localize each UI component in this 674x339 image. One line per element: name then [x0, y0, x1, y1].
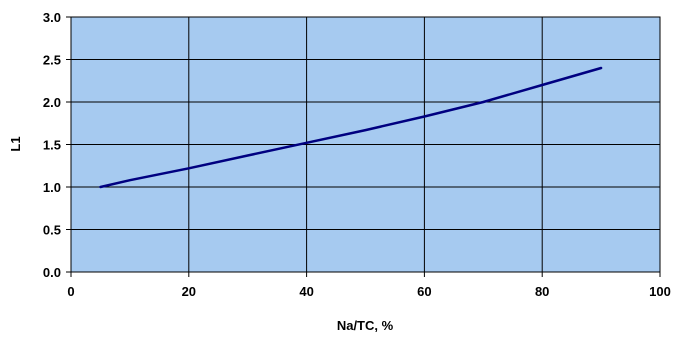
- x-tick-label: 40: [299, 284, 313, 299]
- x-tick-label: 60: [417, 284, 431, 299]
- x-axis: 0 20 40 60 80 100: [67, 272, 671, 299]
- y-axis: 0.0 0.5 1.0 1.5 2.0 2.5 3.0: [43, 10, 71, 280]
- gridlines: [71, 17, 660, 272]
- x-tick-label: 100: [649, 284, 671, 299]
- series-group: [99, 66, 603, 189]
- y-tick-label: 1.5: [43, 138, 61, 153]
- y-tick-label: 0.5: [43, 223, 61, 238]
- series-line: [99, 66, 603, 189]
- y-tick-label: 2.0: [43, 95, 61, 110]
- y-tick-label: 0.0: [43, 265, 61, 280]
- x-tick-label: 80: [535, 284, 549, 299]
- y-axis-title: L1: [8, 136, 23, 151]
- y-tick-label: 1.0: [43, 180, 61, 195]
- x-axis-title: Na/TC, %: [337, 318, 394, 333]
- y-tick-label: 3.0: [43, 10, 61, 25]
- y-tick-label: 2.5: [43, 53, 61, 68]
- x-tick-label: 0: [67, 284, 74, 299]
- x-tick-label: 20: [182, 284, 196, 299]
